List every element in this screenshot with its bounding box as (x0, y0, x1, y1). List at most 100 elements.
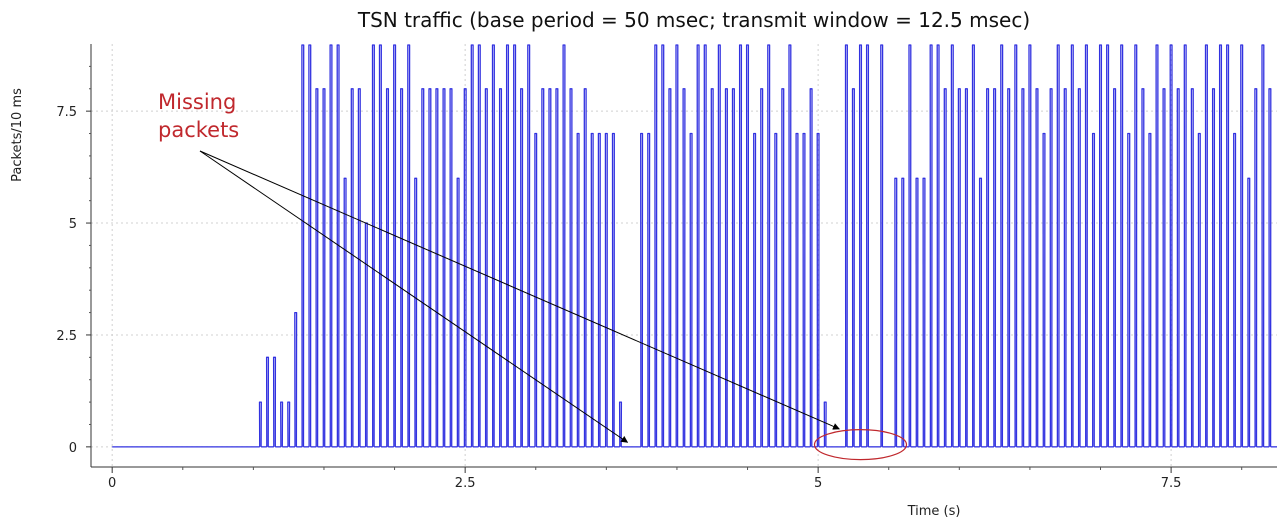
traffic-pulse (647, 132, 651, 447)
x-tick-label: 5 (814, 476, 822, 491)
traffic-pulse (421, 88, 425, 447)
traffic-pulse (527, 44, 531, 447)
traffic-pulse (1169, 44, 1173, 447)
traffic-pulse (901, 177, 905, 447)
traffic-pulse (668, 88, 672, 447)
x-axis-label: Time (s) (907, 504, 961, 519)
traffic-pulse (265, 356, 270, 447)
traffic-pulse (788, 44, 792, 447)
traffic-pulse (675, 44, 679, 447)
traffic-pulse (583, 88, 587, 447)
traffic-pulse (280, 401, 284, 447)
traffic-pulse (463, 88, 467, 447)
traffic-pulse (294, 311, 298, 447)
annotation-arrow (199, 150, 840, 430)
traffic-pulse (1176, 88, 1180, 447)
traffic-pulse (654, 44, 658, 447)
traffic-pulse (661, 44, 665, 447)
traffic-pulse (986, 88, 990, 447)
y-axis-label: Packets/10 ms (10, 88, 25, 182)
traffic-pulse (710, 88, 714, 447)
traffic-pulse (343, 177, 347, 447)
traffic-pulse (315, 88, 319, 447)
traffic-pulse (978, 177, 983, 447)
traffic-pulse (491, 44, 495, 447)
traffic-pulse (1197, 132, 1201, 447)
traffic-pulse (929, 44, 933, 447)
traffic-pulse (1113, 88, 1117, 447)
traffic-pulse (350, 88, 354, 447)
traffic-pulse (760, 88, 764, 447)
traffic-pulse (322, 88, 326, 447)
traffic-pulse (753, 132, 757, 447)
traffic-pulse (908, 44, 912, 447)
traffic-pulse (1148, 132, 1152, 447)
traffic-pulse (400, 88, 404, 447)
traffic-pulse (1240, 44, 1244, 447)
traffic-pulse (435, 88, 439, 447)
traffic-pulse (1070, 44, 1074, 447)
traffic-pulse (1134, 44, 1138, 447)
traffic-pulse (442, 88, 446, 447)
traffic-pulse (1056, 44, 1060, 447)
traffic-pulse (957, 88, 961, 447)
traffic-pulse (1127, 132, 1131, 447)
traffic-pulse (689, 132, 693, 447)
traffic-pulse (1028, 44, 1032, 447)
series-layer (112, 44, 1277, 448)
traffic-pulse (611, 132, 615, 447)
traffic-pulse (1007, 88, 1011, 447)
traffic-pulse (520, 88, 524, 447)
annotation: Missing packets (158, 90, 908, 461)
traffic-pulse (534, 132, 538, 447)
traffic-pulse (1098, 44, 1103, 447)
traffic-pulse (569, 88, 573, 447)
traffic-pulse (562, 44, 566, 447)
traffic-pulse (287, 401, 291, 447)
traffic-pulse (1247, 177, 1251, 447)
traffic-pulse (640, 132, 644, 447)
traffic-pulse (1218, 44, 1223, 447)
traffic-pulse (407, 44, 411, 447)
traffic-pulse (371, 44, 375, 447)
traffic-pulse (809, 88, 813, 447)
traffic-pulse (1049, 88, 1053, 447)
traffic-pulse (717, 44, 721, 447)
traffic-pulse (393, 44, 397, 447)
traffic-pulse (618, 401, 623, 447)
traffic-pulse (1035, 88, 1039, 447)
traffic-pulse (1162, 88, 1166, 447)
traffic-pulse (703, 44, 707, 447)
traffic-pulse (590, 132, 594, 447)
traffic-pulse (1233, 132, 1237, 447)
traffic-pulse (1268, 88, 1272, 447)
annotation-arrow (199, 150, 629, 443)
traffic-pulse (1190, 88, 1194, 447)
traffic-pulse (964, 88, 968, 447)
traffic-pulse (1077, 88, 1081, 447)
axes: 0 2.5 5 7.5 0 2.5 5 7.5 (56, 44, 1277, 491)
chart-title: TSN traffic (base period = 50 msec; tran… (357, 8, 1030, 32)
traffic-pulse (604, 132, 608, 447)
traffic-pulse (1091, 132, 1096, 447)
traffic-pulse (1141, 88, 1145, 447)
traffic-pulse (513, 44, 517, 447)
traffic-pulse (385, 88, 390, 447)
traffic-pulse (1014, 44, 1018, 447)
traffic-pulse (378, 44, 382, 447)
traffic-pulse (858, 44, 863, 447)
traffic-pulse (795, 132, 799, 447)
traffic-pulse (484, 88, 488, 447)
traffic-pulse (1183, 44, 1187, 447)
y-tick-label: 0 (69, 441, 77, 456)
traffic-pulse (880, 44, 884, 447)
traffic-pulse (308, 44, 312, 447)
x-tick-label: 7.5 (1161, 476, 1182, 491)
traffic-pulse (1211, 88, 1216, 447)
traffic-pulse (1106, 44, 1110, 447)
traffic-pulse (1155, 44, 1159, 447)
traffic-pulse (1261, 44, 1265, 447)
traffic-pulse (816, 132, 820, 447)
traffic-pulse (1254, 88, 1258, 447)
traffic-pulse (823, 401, 827, 447)
